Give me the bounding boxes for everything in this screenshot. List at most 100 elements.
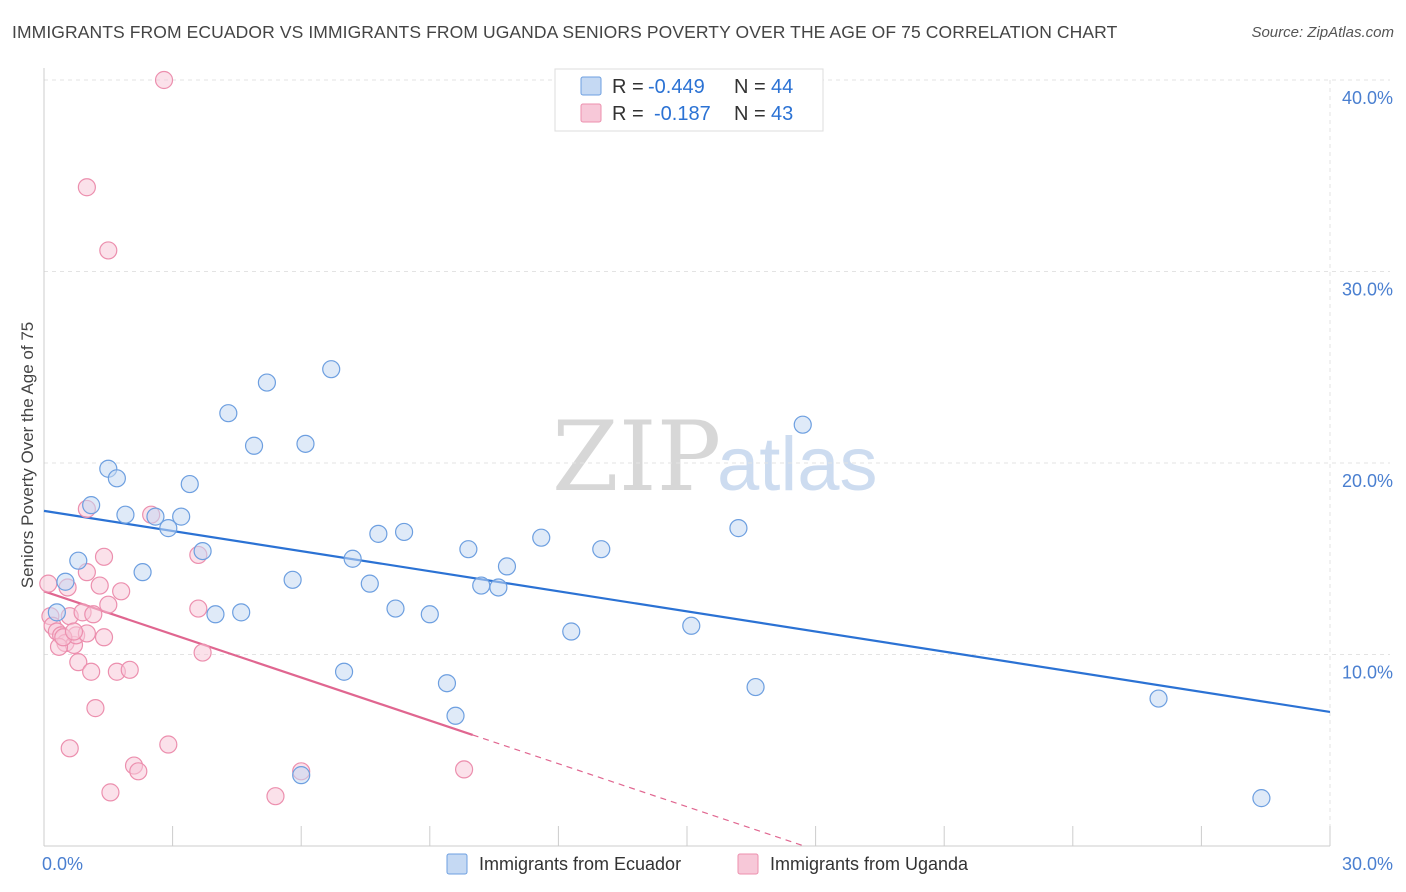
point-ecuador-31: [472, 576, 491, 595]
point-ecuador-21: [334, 662, 354, 681]
point-uganda-16: [90, 576, 109, 595]
point-ecuador-34: [532, 528, 551, 547]
point-ecuador-28: [437, 674, 457, 693]
trend-line-ecuador: [43, 509, 1331, 714]
stats-swatch-ecuador: [580, 76, 602, 96]
watermark-atlas: atlas: [717, 422, 878, 507]
chart-title: IMMIGRANTS FROM ECUADOR VS IMMIGRANTS FR…: [12, 22, 1118, 42]
point-uganda-24: [101, 783, 120, 802]
point-uganda-20: [112, 582, 131, 601]
legend-swatch-uganda: [737, 853, 759, 875]
point-ecuador-17: [257, 373, 277, 392]
point-uganda-14: [82, 662, 101, 681]
point-ecuador-36: [592, 540, 611, 559]
point-uganda-34: [77, 178, 96, 197]
legend: Immigrants from Ecuador Immigrants from …: [446, 853, 969, 875]
point-uganda-29: [159, 735, 178, 754]
point-ecuador-25: [386, 599, 405, 618]
point-ecuador-6: [116, 505, 135, 524]
point-uganda-21: [120, 660, 139, 679]
point-uganda-42: [84, 605, 103, 624]
point-ecuador-11: [180, 474, 199, 494]
point-ecuador-13: [206, 605, 225, 624]
y-tick-label-2: 30.0%: [1342, 280, 1393, 300]
point-ecuador-9: [159, 519, 178, 538]
x-tick-label-1: 30.0%: [1342, 854, 1393, 874]
point-ecuador-42: [1149, 689, 1168, 708]
y-axis-label: Seniors Poverty Over the Age of 75: [18, 322, 37, 588]
x-tick-labels: 0.0% 30.0%: [42, 854, 1393, 874]
y-tick-label-3: 40.0%: [1342, 88, 1393, 108]
stats-n-value-uganda: 43: [771, 103, 793, 125]
point-ecuador-40: [746, 677, 765, 697]
point-ecuador-26: [394, 522, 414, 542]
point-ecuador-41: [793, 415, 812, 434]
point-uganda-15: [86, 699, 105, 718]
point-ecuador-0: [47, 603, 66, 622]
legend-label-uganda: Immigrants from Uganda: [770, 854, 969, 874]
point-ecuador-1: [56, 572, 75, 591]
watermark-zip: ZIP: [552, 401, 721, 513]
point-uganda-0: [39, 574, 58, 593]
point-ecuador-3: [82, 496, 101, 515]
point-ecuador-29: [446, 706, 465, 725]
point-uganda-23: [129, 762, 148, 781]
x-tick-label-0: 0.0%: [42, 854, 83, 874]
point-ecuador-32: [489, 578, 508, 597]
point-uganda-35: [99, 241, 118, 260]
source-credit: Source: ZipAtlas.com: [1251, 24, 1394, 41]
point-ecuador-12: [193, 541, 212, 561]
point-ecuador-18: [283, 570, 302, 589]
point-ecuador-35: [562, 622, 581, 641]
point-uganda-41: [64, 622, 84, 641]
legend-label-ecuador: Immigrants from Ecuador: [479, 854, 681, 874]
point-uganda-10: [69, 653, 88, 672]
point-ecuador-2: [69, 551, 88, 570]
legend-swatch-ecuador: [446, 853, 468, 875]
point-ecuador-22: [343, 549, 362, 568]
stats-r-label-ecuador: R =: [612, 76, 644, 98]
point-ecuador-14: [219, 404, 238, 423]
data-points: [39, 70, 1271, 808]
point-ecuador-39: [729, 519, 748, 538]
point-uganda-18: [99, 595, 118, 614]
point-uganda-32: [193, 643, 212, 662]
point-ecuador-8: [146, 507, 165, 526]
trend-line-uganda: [43, 590, 474, 736]
point-ecuador-38: [682, 616, 701, 635]
point-ecuador-43: [1252, 789, 1271, 808]
point-ecuador-15: [244, 436, 264, 455]
trend-lines: [43, 509, 1331, 847]
point-ecuador-33: [497, 557, 517, 576]
point-ecuador-24: [369, 524, 388, 543]
point-uganda-17: [94, 628, 114, 647]
point-ecuador-10: [172, 507, 191, 526]
stats-n-value-ecuador: 44: [771, 76, 793, 98]
gridlines: [44, 79, 1390, 846]
stats-r-value-ecuador: -0.449: [648, 76, 705, 98]
stats-r-label-uganda: R =: [612, 103, 644, 125]
point-ecuador-19: [296, 434, 315, 453]
stats-r-value-uganda: -0.187: [654, 103, 711, 125]
point-uganda-31: [189, 599, 208, 618]
point-ecuador-16: [232, 603, 251, 622]
point-uganda-25: [60, 739, 79, 758]
point-uganda-36: [266, 787, 285, 806]
axes: [43, 68, 1331, 847]
point-ecuador-27: [420, 605, 439, 624]
trend-line-uganda-extension: [472, 734, 803, 847]
point-ecuador-37: [292, 766, 311, 785]
point-ecuador-7: [133, 563, 152, 582]
y-tick-label-1: 20.0%: [1342, 471, 1393, 491]
point-ecuador-23: [360, 574, 379, 593]
stats-swatch-uganda: [580, 103, 602, 123]
point-uganda-38: [454, 760, 474, 779]
stats-n-label-ecuador: N =: [734, 76, 766, 98]
stats-n-label-uganda: N =: [734, 103, 766, 125]
y-tick-labels: 10.0% 20.0% 30.0% 40.0%: [1342, 88, 1393, 683]
y-tick-label-0: 10.0%: [1342, 663, 1393, 683]
stats-box: R = -0.449 N = 44 R = -0.187 N = 43: [554, 68, 824, 132]
point-ecuador-5: [107, 469, 126, 488]
point-ecuador-20: [322, 360, 341, 379]
point-ecuador-30: [459, 540, 478, 559]
